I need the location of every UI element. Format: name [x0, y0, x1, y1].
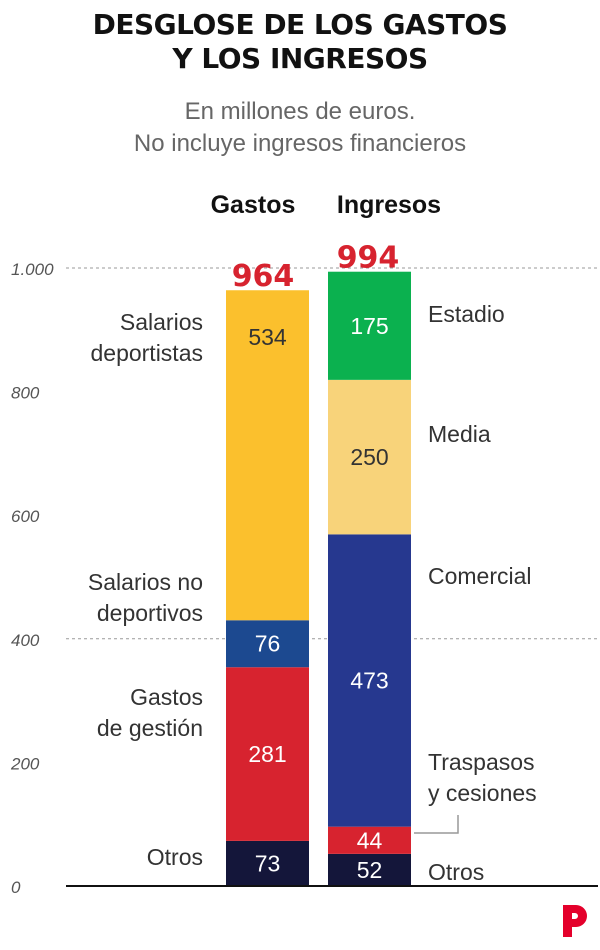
category-label-ingresos-otros: Otros — [428, 859, 484, 885]
category-label-line: Otros — [147, 844, 203, 870]
category-label-line: Otros — [428, 859, 484, 885]
column-header-gastos: Gastos — [211, 191, 296, 219]
data-label-ingresos-otros: 52 — [357, 857, 383, 883]
chart-subtitle-line-2: No incluye ingresos financieros — [133, 130, 467, 157]
data-label-gastos-salarios_no_deportivos: 76 — [255, 631, 281, 657]
publisher-logo-icon — [563, 905, 587, 937]
bar-segment-gastos-salarios_deportistas — [226, 290, 309, 621]
category-label-line: Estadio — [428, 301, 505, 327]
category-label-line: Media — [428, 421, 491, 447]
bar-segment-gastos-salarios_no_deportivos — [226, 620, 309, 668]
category-label-line: Gastos — [130, 684, 203, 710]
data-label-ingresos-traspasos: 44 — [357, 827, 383, 853]
data-label-ingresos-media: 250 — [350, 444, 388, 470]
category-label-line: y cesiones — [428, 780, 537, 806]
bar-segment-ingresos-media — [328, 379, 411, 535]
y-tick-label: 400 — [11, 631, 40, 650]
category-label-ingresos-traspasos: Traspasos y cesiones — [428, 749, 537, 806]
total-gastos: 964 — [232, 259, 295, 294]
data-label-gastos-salarios_deportistas: 534 — [248, 324, 287, 350]
bar-segment-ingresos-otros — [328, 853, 411, 886]
y-tick-label: 600 — [11, 507, 40, 526]
category-label-gastos-otros: Otros — [147, 844, 203, 870]
category-label-line: Salarios — [120, 309, 203, 335]
data-label-ingresos-estadio: 175 — [350, 313, 388, 339]
category-label-ingresos-comercial: Comercial — [428, 563, 532, 589]
category-label-ingresos-media: Media — [428, 421, 491, 447]
y-tick-label: 200 — [10, 754, 40, 773]
column-header-ingresos: Ingresos — [337, 191, 441, 219]
chart-title: DESGLOSE DE LOS GASTOS Y LOS INGRESOS — [0, 8, 600, 76]
chart-subtitle: En millones de euros. No incluye ingreso… — [0, 96, 600, 160]
y-tick-label: 800 — [11, 384, 40, 403]
category-label-line: Traspasos — [428, 749, 535, 775]
chart-title-line-1: DESGLOSE DE LOS GASTOS — [92, 8, 508, 41]
publisher-logo-shape — [563, 905, 587, 937]
y-tick-label: 0 — [11, 878, 21, 897]
category-label-line: Comercial — [428, 563, 532, 589]
traspasos-leader-line — [414, 815, 459, 834]
category-label-gastos-salarios_no_deportivos: Salarios no deportivos — [88, 569, 203, 626]
bar-segment-ingresos-traspasos — [328, 826, 411, 854]
bar-segment-ingresos-estadio — [328, 271, 411, 380]
bar-segment-ingresos-comercial — [328, 534, 411, 827]
data-label-ingresos-comercial: 473 — [350, 668, 388, 694]
category-label-gastos-salarios_deportistas: Salarios deportistas — [90, 309, 203, 366]
category-label-gastos-gastos_gestion: Gastos de gestión — [97, 684, 203, 741]
bar-segment-gastos-otros — [226, 840, 309, 886]
category-label-line: de gestión — [97, 715, 203, 741]
data-label-gastos-gastos_gestion: 281 — [248, 741, 286, 767]
y-tick-label: 1.000 — [11, 260, 54, 279]
total-ingresos: 994 — [337, 241, 400, 276]
category-label-line: Salarios no — [88, 569, 203, 595]
data-label-gastos-otros: 73 — [255, 850, 281, 876]
category-label-line: deportistas — [90, 340, 203, 366]
category-label-ingresos-estadio: Estadio — [428, 301, 505, 327]
chart-subtitle-line-1: En millones de euros. — [184, 98, 416, 125]
chart-title-line-2: Y LOS INGRESOS — [172, 42, 428, 75]
bar-segment-gastos-gastos_gestion — [226, 667, 309, 841]
category-label-line: deportivos — [97, 600, 203, 626]
